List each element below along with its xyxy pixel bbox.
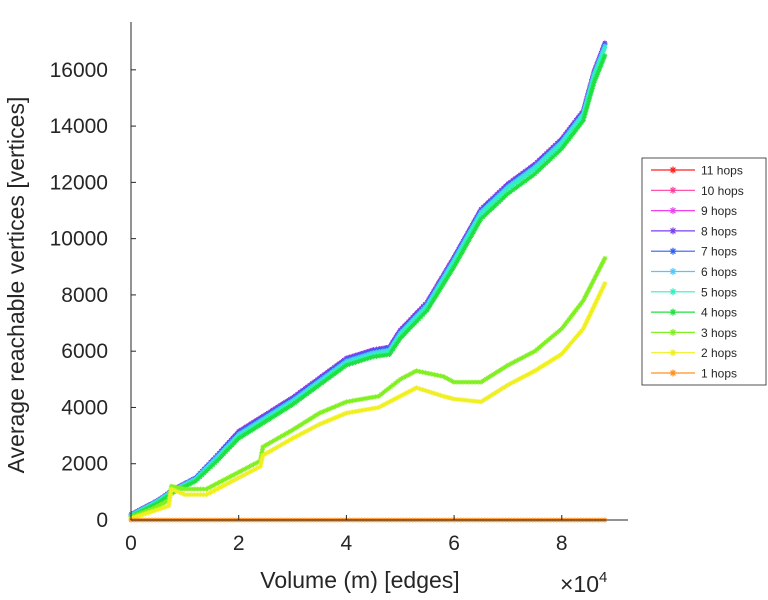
series-markers [128,255,608,520]
series-markers [128,40,608,517]
series-line [130,283,607,521]
y-tick-label: 10000 [50,228,108,251]
legend-label: 2 hops [701,346,737,360]
series-markers [128,281,608,522]
x-tick-label: 6 [448,532,460,555]
legend-label: 7 hops [701,245,737,259]
legend-item: 9 hops [651,204,737,218]
legend-item: 5 hops [651,285,737,299]
series-line [130,42,607,516]
series-line [130,45,607,517]
y-tick-label: 16000 [50,59,108,82]
x-multiplier: ×104 [560,569,607,597]
x-tick-label: 8 [556,532,568,555]
legend-marker-icon [669,369,677,377]
legend-item: 4 hops [651,306,737,320]
y-tick-label: 4000 [61,396,108,419]
y-tick-label: 8000 [61,284,108,307]
series-11-hops [128,40,608,517]
y-tick-label: 12000 [50,171,108,194]
x-axis-label: Volume (m) [edges] [260,567,459,593]
legend-label: 6 hops [701,265,737,279]
legend-label: 1 hops [701,367,737,381]
series-line [130,42,607,516]
series-2-hops [128,281,608,522]
legend-marker-icon [669,349,677,357]
legend-item: 3 hops [651,326,737,340]
legend-marker-icon [669,227,677,235]
legend-marker-icon [669,247,677,255]
series-3-hops [128,255,608,520]
legend-label: 10 hops [701,184,744,198]
y-tick-label: 6000 [61,340,108,363]
series-line [130,42,607,516]
series-5-hops [128,45,608,519]
series-line [130,55,607,518]
series-line [130,43,607,516]
legend-item: 6 hops [651,265,737,279]
legend-marker-icon [669,207,677,215]
legend-marker-icon [669,328,677,336]
series-markers [128,40,608,517]
legend-label: 4 hops [701,306,737,320]
legend-marker-icon [669,186,677,194]
legend-marker-icon [669,288,677,296]
legend-item: 1 hops [651,367,737,381]
series-10-hops [128,40,608,517]
plot-area [128,40,608,523]
legend-item: 11 hops [651,164,743,178]
series-8-hops [128,40,608,517]
legend-item: 8 hops [651,224,737,238]
x-tick-label: 4 [341,532,353,555]
legend-label: 9 hops [701,204,737,218]
legend-label: 11 hops [701,164,743,178]
series-6-hops [128,43,608,518]
legend-label: 8 hops [701,224,737,238]
x-tick-label: 2 [233,532,245,555]
legend-label: 3 hops [701,326,737,340]
x-tick-label: 0 [125,532,137,555]
series-markers [128,45,608,519]
legend-marker-icon [669,166,677,174]
y-axis-label: Average reachable vertices [vertices] [3,97,29,474]
legend-item: 10 hops [651,184,744,198]
legend-item: 7 hops [651,245,737,259]
x-multiplier-base: ×10 [560,571,599,597]
series-markers [128,40,608,517]
legend-marker-icon [669,308,677,316]
legend-marker-icon [669,268,677,275]
x-multiplier-exponent: 4 [599,569,607,586]
series-markers [128,43,608,518]
y-tick-label: 14000 [50,115,108,138]
series-9-hops [128,40,608,517]
y-tick-label: 0 [96,509,108,532]
series-line [130,47,607,518]
series-4-hops [128,53,608,520]
series-markers [128,40,608,517]
axes [130,22,628,521]
legend-label: 5 hops [701,285,737,299]
legend-item: 2 hops [651,346,737,360]
series-markers [128,53,608,520]
series-7-hops [128,42,608,517]
legend: 11 hops 10 hops 9 hops 8 hops 7 hops 6 hops 5 … [641,157,767,386]
series-markers [128,42,608,517]
series-line [130,257,607,519]
series-line [130,42,607,516]
y-tick-label: 2000 [61,453,108,476]
